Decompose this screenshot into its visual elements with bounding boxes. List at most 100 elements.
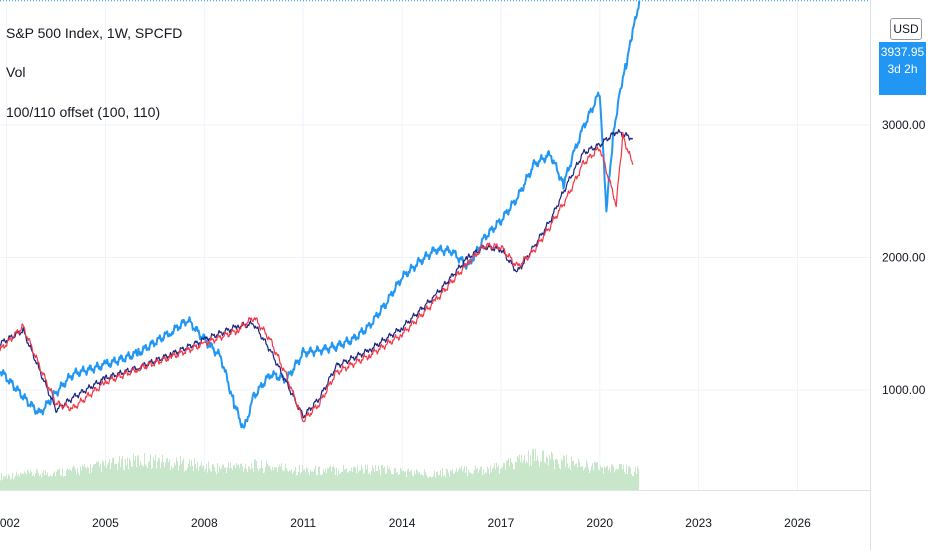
volume-bar (400, 467, 401, 490)
volume-bar (107, 464, 108, 490)
volume-bar (41, 477, 42, 490)
volume-bar (594, 462, 595, 490)
volume-bar (141, 465, 142, 490)
volume-bar (361, 464, 362, 490)
volume-bar (572, 461, 573, 490)
volume-bar (517, 455, 518, 490)
volume-bar (354, 466, 355, 490)
volume-bar (404, 472, 405, 490)
volume-bar (367, 464, 368, 490)
volume-bar (313, 472, 314, 490)
volume-bar (413, 476, 414, 490)
volume-bar (523, 460, 524, 490)
volume-bar (73, 465, 74, 490)
volume-bar (234, 464, 235, 490)
volume-bar (11, 478, 12, 490)
volume-bar (617, 469, 618, 490)
volume-bar (471, 473, 472, 490)
volume-bar (407, 469, 408, 490)
volume-bar (504, 463, 505, 490)
volume-bar (104, 466, 105, 490)
volume-bar (447, 469, 448, 490)
volume-bar (570, 469, 571, 490)
volume-bar (637, 466, 638, 490)
volume-bar (257, 468, 258, 490)
volume-bar (518, 457, 519, 490)
volume-bar (201, 462, 202, 490)
volume-bar (335, 475, 336, 490)
volume-bar (150, 453, 151, 490)
volume-bar (631, 474, 632, 490)
volume-bar (90, 464, 91, 490)
x-tick-label: 2008 (191, 516, 218, 530)
volume-bar (632, 476, 633, 490)
volume-bar (40, 474, 41, 490)
volume-bar (134, 460, 135, 490)
volume-bar (259, 468, 260, 490)
volume-bar (139, 465, 140, 490)
volume-bar (397, 471, 398, 490)
volume-bar (5, 476, 6, 490)
volume-bar (505, 469, 506, 490)
currency-button[interactable]: USD (890, 18, 922, 40)
volume-bar (174, 462, 175, 490)
volume-bar (12, 472, 13, 490)
volume-bar (590, 470, 591, 490)
volume-bar (536, 460, 537, 490)
volume-bar (143, 466, 144, 490)
volume-bar (497, 467, 498, 490)
volume-bar (196, 468, 197, 490)
volume-bar (462, 471, 463, 490)
volume-bar (506, 461, 507, 490)
x-tick-label: 2026 (784, 516, 811, 530)
volume-bar (124, 470, 125, 490)
volume-bar (461, 466, 462, 490)
volume-bar (600, 465, 601, 490)
volume-bar (6, 474, 7, 490)
last-price-tag: 3937.95 3d 2h (879, 42, 926, 95)
volume-bar (633, 476, 634, 490)
volume-bar (512, 463, 513, 490)
volume-bar (375, 464, 376, 490)
volume-bar (430, 476, 431, 490)
volume-bar (634, 471, 635, 490)
volume-bar (473, 473, 474, 490)
volume-bar (478, 472, 479, 490)
volume-bar (158, 457, 159, 490)
volume-bar (374, 472, 375, 490)
volume-bar (149, 461, 150, 490)
volume-bar (99, 466, 100, 490)
volume-bar (211, 471, 212, 490)
volume-bar (477, 467, 478, 490)
volume-bar (323, 469, 324, 490)
volume-bar (619, 463, 620, 490)
volume-bar (92, 467, 93, 490)
volume-bar (389, 467, 390, 490)
volume-bar (225, 467, 226, 490)
volume-bar (387, 465, 388, 490)
volume-bar (258, 470, 259, 490)
chart-title: S&P 500 Index, 1W, SPCFD (6, 25, 183, 41)
volume-bar (109, 458, 110, 490)
volume-bar (280, 466, 281, 490)
volume-bar (274, 467, 275, 490)
volume-bar (272, 466, 273, 490)
volume-bar (563, 455, 564, 490)
volume-bar (424, 469, 425, 490)
volume-bar (34, 476, 35, 490)
volume-bar (405, 471, 406, 490)
volume-bar (64, 475, 65, 490)
price-series (0, 0, 641, 429)
volume-bar (562, 460, 563, 490)
volume-bar (223, 464, 224, 490)
volume-bar (466, 466, 467, 490)
volume-bar (346, 468, 347, 490)
volume-bar (190, 466, 191, 490)
volume-bar (321, 475, 322, 490)
volume-bar (561, 458, 562, 490)
volume-bar (157, 461, 158, 490)
volume-bar (503, 462, 504, 490)
volume-bar (108, 462, 109, 490)
